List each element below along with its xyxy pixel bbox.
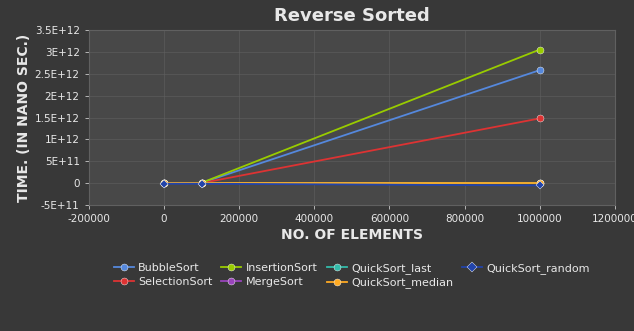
QuickSort_median — [536, 181, 543, 185]
InsertionSort — [198, 181, 205, 185]
QuickSort_random — [160, 182, 168, 186]
Line: QuickSort_last: QuickSort_last — [160, 180, 543, 187]
QuickSort_random — [198, 182, 205, 186]
BubbleSort — [536, 68, 543, 72]
QuickSort_random — [536, 183, 543, 187]
Line: InsertionSort: InsertionSort — [160, 46, 543, 187]
Line: BubbleSort: BubbleSort — [160, 67, 543, 187]
Legend: BubbleSort, SelectionSort, InsertionSort, MergeSort, QuickSort_last, QuickSort_m: BubbleSort, SelectionSort, InsertionSort… — [110, 260, 593, 292]
BubbleSort — [198, 181, 205, 185]
SelectionSort — [160, 181, 168, 185]
QuickSort_last — [536, 181, 543, 185]
QuickSort_median — [198, 181, 205, 185]
QuickSort_last — [198, 181, 205, 185]
MergeSort — [536, 181, 543, 185]
SelectionSort — [536, 117, 543, 120]
X-axis label: NO. OF ELEMENTS: NO. OF ELEMENTS — [281, 228, 423, 242]
MergeSort — [198, 181, 205, 185]
InsertionSort — [160, 181, 168, 185]
QuickSort_median — [160, 181, 168, 185]
BubbleSort — [160, 181, 168, 185]
Y-axis label: TIME. (IN NANO SEC.): TIME. (IN NANO SEC.) — [16, 33, 30, 202]
Line: QuickSort_random: QuickSort_random — [161, 181, 543, 188]
Line: QuickSort_median: QuickSort_median — [160, 180, 543, 187]
SelectionSort — [198, 181, 205, 185]
Line: MergeSort: MergeSort — [160, 180, 543, 187]
QuickSort_last — [160, 181, 168, 185]
Title: Reverse Sorted: Reverse Sorted — [274, 8, 430, 25]
InsertionSort — [536, 48, 543, 52]
MergeSort — [160, 181, 168, 185]
Line: SelectionSort: SelectionSort — [160, 115, 543, 187]
